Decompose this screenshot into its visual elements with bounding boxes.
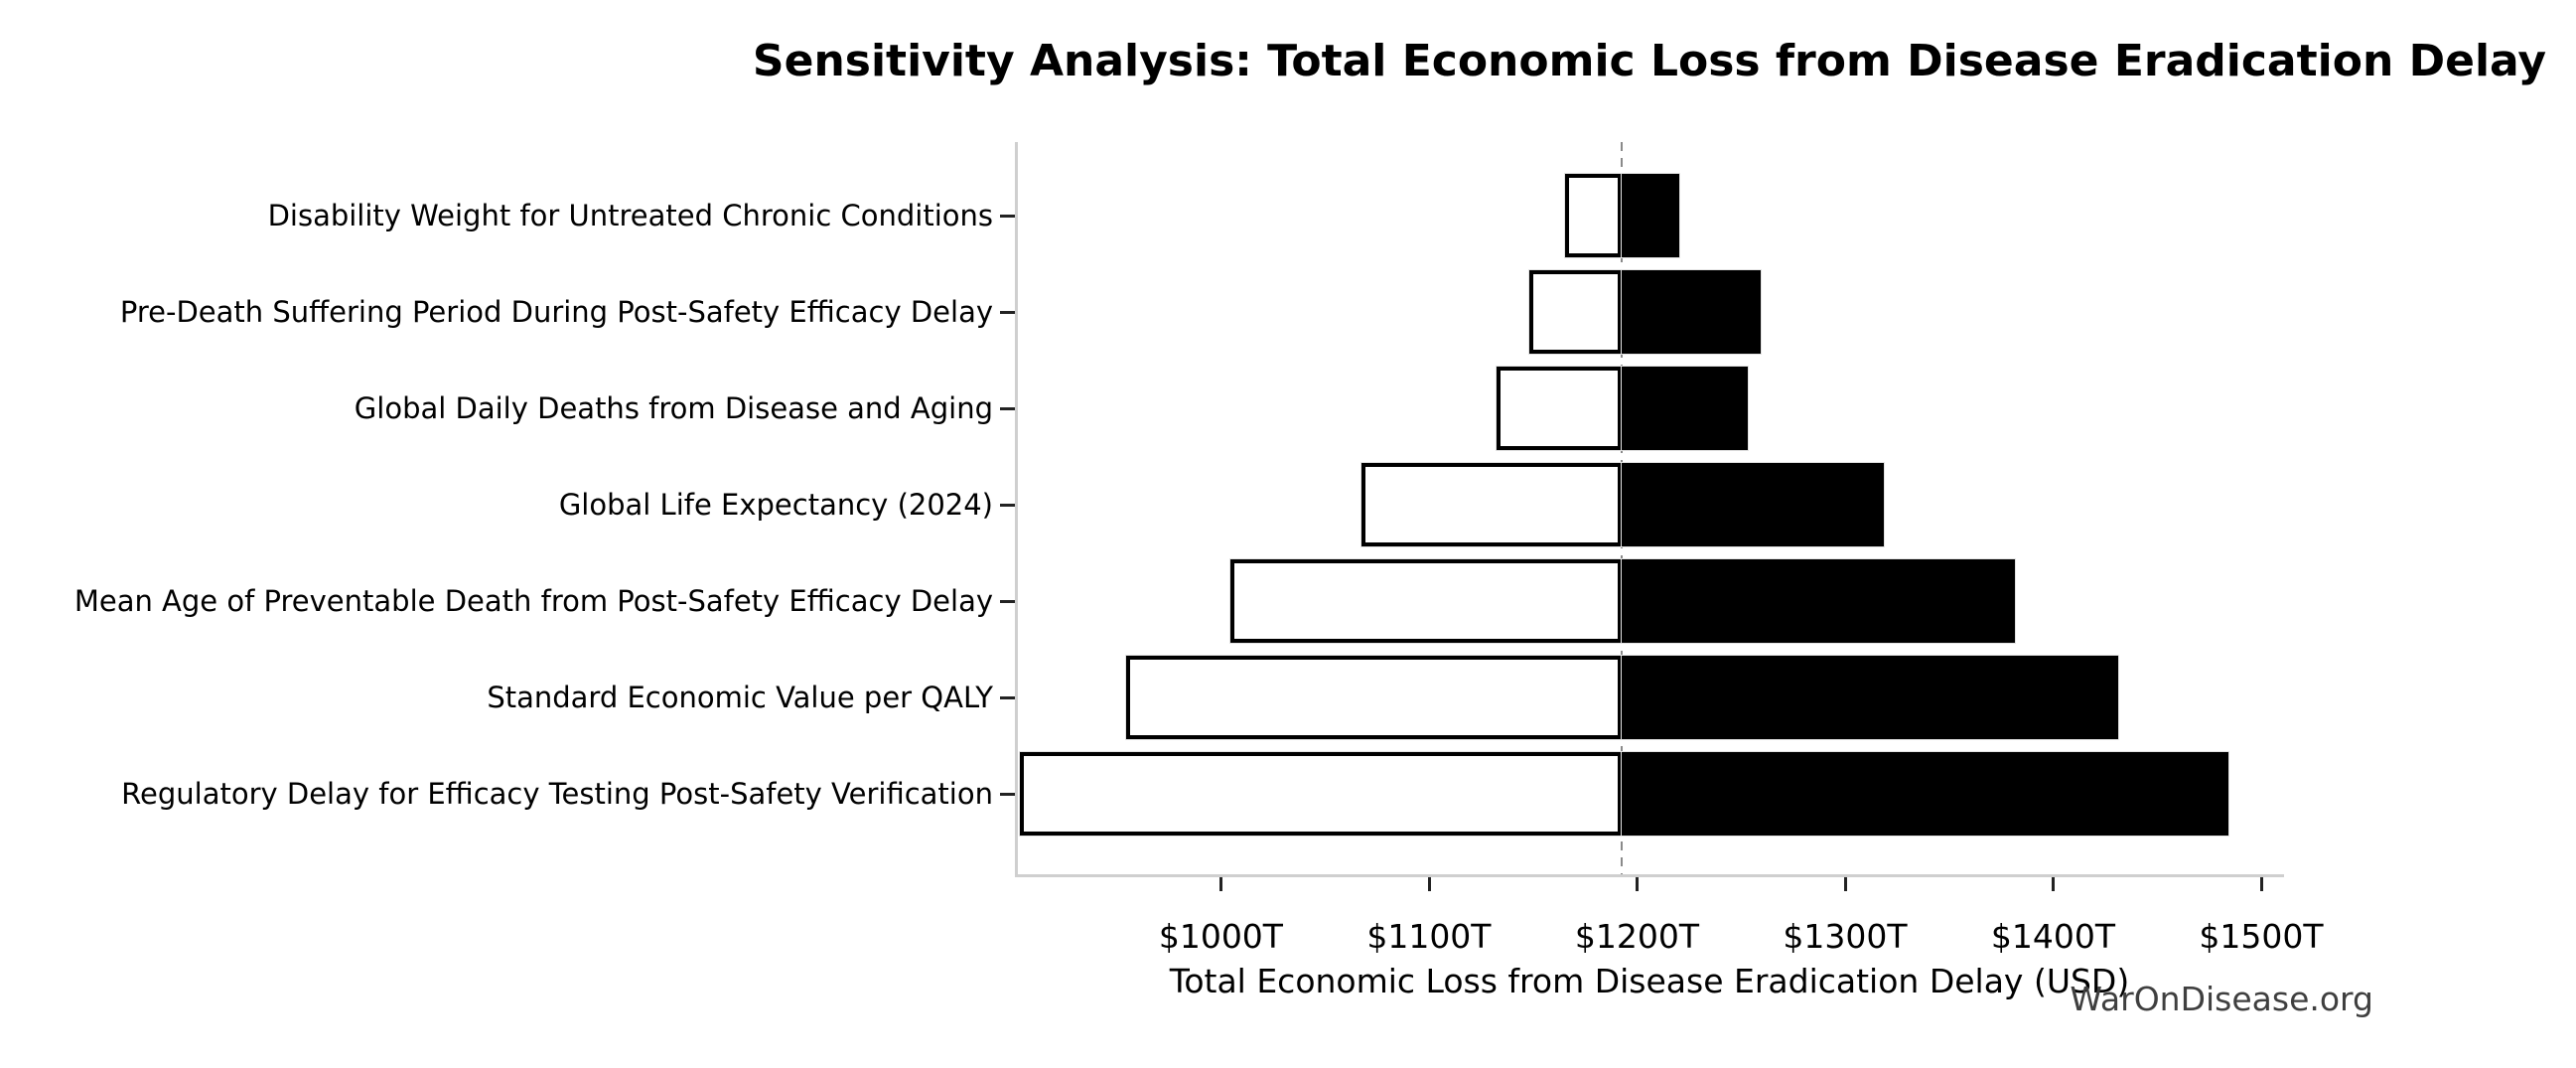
x-axis-tick [2052,877,2056,891]
bar-high-segment [1621,174,1680,257]
bar-low-segment [1229,559,1622,643]
bar-low-segment [1360,463,1622,546]
y-axis-tick [1000,696,1015,699]
y-axis-category-label: Global Daily Deaths from Disease and Agi… [354,391,993,425]
y-axis-category-label: Global Life Expectancy (2024) [558,488,993,522]
x-axis-tick-label: $1300T [1783,917,1908,956]
x-axis-tick-label: $1000T [1158,917,1283,956]
y-axis-tick [1000,600,1015,603]
y-axis-tick [1000,793,1015,796]
bar-high-segment [1621,463,1884,546]
bar-low-segment [1496,367,1622,450]
bar-high-segment [1621,656,2119,739]
bar-high-segment [1621,367,1749,450]
x-axis-tick-label: $1400T [1990,917,2115,956]
y-axis-category-label: Regulatory Delay for Efficacy Testing Po… [121,777,993,811]
x-axis-tick [1636,877,1640,891]
y-axis-category-label: Standard Economic Value per QALY [487,681,993,714]
x-axis-tick [2259,877,2263,891]
chart-title: Sensitivity Analysis: Total Economic Los… [752,36,2547,86]
x-axis-tick-label: $1100T [1366,917,1492,956]
watermark: WarOnDisease.org [2070,980,2373,1018]
y-axis-tick [1000,407,1015,410]
y-axis-category-label: Pre-Death Suffering Period During Post-S… [119,295,993,329]
y-axis-category-label: Disability Weight for Untreated Chronic … [267,199,993,232]
x-axis-tick-label: $1200T [1574,917,1699,956]
y-axis-tick [1000,215,1015,218]
bar-high-segment [1621,559,2015,643]
y-axis-tick [1000,311,1015,314]
x-axis-label: Total Economic Loss from Disease Eradica… [1169,962,2130,1000]
bar-low-segment [1529,270,1622,354]
bar-high-segment [1621,752,2229,836]
bar-high-segment [1621,270,1761,354]
y-axis-tick [1000,504,1015,507]
x-axis-tick [1843,877,1847,891]
x-axis-tick [1219,877,1223,891]
y-axis-category-label: Mean Age of Preventable Death from Post-… [73,584,993,618]
x-axis-tick-label: $1500T [2199,917,2324,956]
plot-area [1015,142,2284,877]
bar-low-segment [1125,656,1622,739]
bar-low-segment [1565,174,1622,257]
bar-low-segment [1020,752,1622,836]
x-axis-tick [1427,877,1431,891]
